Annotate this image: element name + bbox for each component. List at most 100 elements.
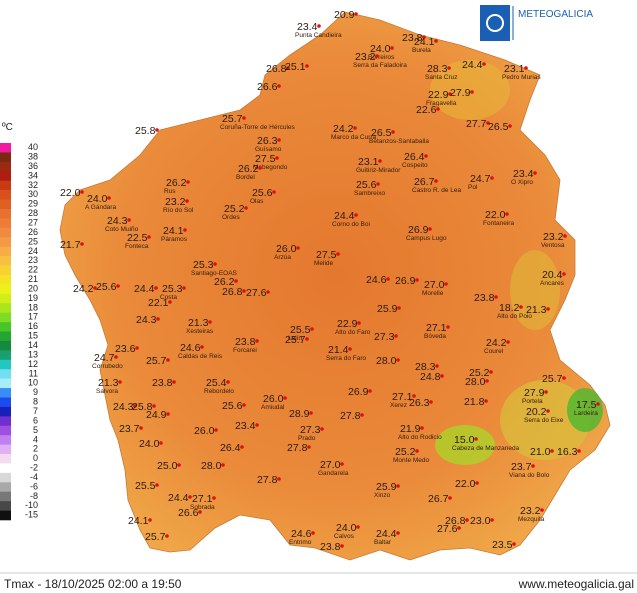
station-value: 24.1 [128,515,149,527]
legend-label: 6 [33,415,38,425]
station-marker [524,66,528,70]
legend-label: 19 [28,293,38,303]
station-marker [457,526,461,530]
legend-swatch [0,331,11,342]
station-name: Entrimo [289,539,312,546]
station-value: 24.8 [420,371,441,383]
station-marker [277,477,281,481]
station-value: 22.6 [416,104,437,116]
cool-zone [435,425,495,465]
station-value: 23.2 [165,196,186,208]
station-name: Gandarela [318,470,349,477]
station-marker [434,179,438,183]
station-name: Alto do Faro [335,329,371,336]
legend-label: 18 [28,302,38,312]
station-marker [155,128,159,132]
station-marker [242,403,246,407]
station-name: Alto do Rodicio [398,434,442,441]
station-value: 22.0 [60,187,81,199]
legend-swatch [0,359,11,370]
legend-swatch [0,491,11,502]
station-value: 28.3 [427,63,448,75]
station-marker [375,54,379,58]
legend-label: 16 [28,321,38,331]
station-value: 25.5 [135,480,156,492]
station-value: 27.9 [450,87,471,99]
legend-label: 23 [28,255,38,265]
station-name: Caldas de Reis [178,353,223,360]
legend-label: 15 [28,331,38,341]
station-marker [277,138,281,142]
station-marker [354,213,358,217]
station-name: A Gándara [85,204,116,211]
station-marker [428,227,432,231]
legend-label: 20 [28,283,38,293]
station-value: 26.5 [371,127,392,139]
station-marker [368,389,372,393]
station-value: 25.3 [162,283,183,295]
station-marker [490,518,494,522]
station-name: Santiago-EOAS [191,270,238,277]
legend-label: 17 [28,312,38,322]
station-marker [214,428,218,432]
station-name: Viana do Bolo [509,472,550,479]
legend-swatch [0,322,11,332]
station-value: 26.9 [395,275,416,287]
legend-swatch [0,378,11,389]
station-marker [147,235,151,239]
station-marker [186,180,190,184]
station-value: 26.6 [178,507,199,519]
station-value: 25.2 [224,203,245,215]
station-marker [114,355,118,359]
station-value: 26.9 [408,224,429,236]
legend-label: 25 [28,236,38,246]
legend-swatch [0,397,11,408]
station-value: 25.7 [222,113,243,125]
legend-swatch [0,190,11,200]
legend-swatch [0,472,11,483]
station-marker [376,182,380,186]
station-marker [188,495,192,499]
station-marker [396,358,400,362]
station-value: 26.2 [214,276,235,288]
station-marker [275,156,279,160]
station-value: 26.8 [266,63,287,75]
station-value: 25.6 [96,281,117,293]
station-marker [305,337,309,341]
station-value: 23.8 [320,541,341,553]
station-marker [577,449,581,453]
station-value: 27.3 [300,424,321,436]
logo-text: METEOGALICIA [518,9,593,20]
station-value: 24.2 [486,337,507,349]
station-value: 22.0 [455,478,476,490]
legend-swatch [0,312,11,323]
station-value: 15.0 [454,434,475,446]
station-value: 22.0 [485,209,506,221]
station-name: Burela [412,47,431,54]
station-name: Coto Muiño [105,226,139,233]
station-marker [277,84,281,88]
station-marker [165,534,169,538]
station-marker [415,278,419,282]
station-value: 24.1 [414,36,435,48]
station-value: 25.4 [206,377,227,389]
station-name: Calvos [334,533,355,540]
station-value: 23.5 [492,539,513,551]
station-value: 24.7 [94,352,115,364]
station-name: O Xipro [511,179,533,186]
station-marker [505,212,509,216]
station-name: Salvora [96,388,118,395]
station-name: Punta Candieira [295,32,342,39]
station-value: 26.8 [222,286,243,298]
station-value: 26.3 [257,135,278,147]
station-marker [148,518,152,522]
station-marker [107,196,111,200]
station-name: Arzúa [274,254,291,261]
station-value: 23.1 [358,156,379,168]
station-marker [360,413,364,417]
cool-zone [500,380,590,460]
station-marker [118,380,122,384]
station-name: Xerez [390,402,407,409]
station-marker [485,379,489,383]
station-value: 24.3 [107,215,128,227]
